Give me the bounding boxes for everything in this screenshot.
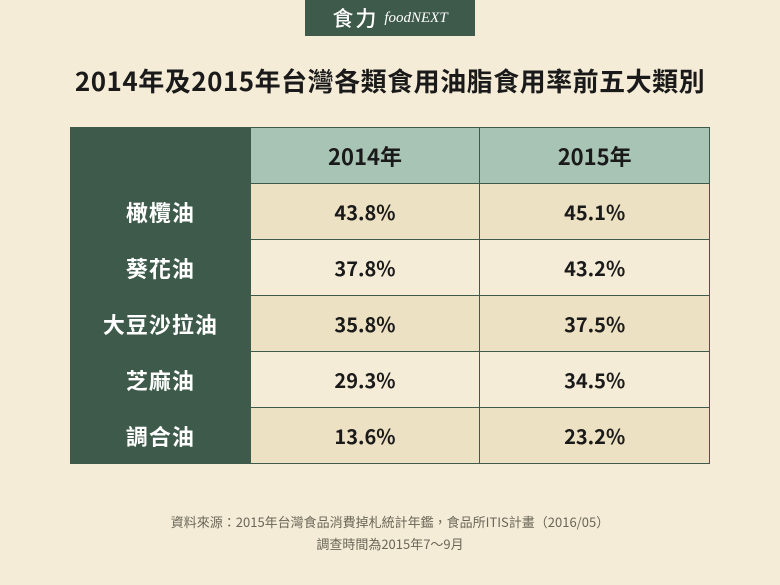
logo-en: foodNEXT	[384, 10, 447, 27]
row-label: 橄欖油	[71, 184, 251, 240]
cell-value: 35.8%	[250, 296, 480, 352]
footer: 資料來源：2015年台灣食品消費掉札統計年鑑，食品所ITIS計畫（2016/05…	[0, 511, 780, 555]
cell-value: 43.2%	[480, 240, 710, 296]
cell-value: 43.8%	[250, 184, 480, 240]
row-label: 芝麻油	[71, 352, 251, 408]
row-label: 葵花油	[71, 240, 251, 296]
row-label: 大豆沙拉油	[71, 296, 251, 352]
col-header-2015: 2015年	[480, 128, 710, 184]
table-row: 葵花油 37.8% 43.2%	[71, 240, 710, 296]
cell-value: 37.5%	[480, 296, 710, 352]
footer-source: 資料來源：2015年台灣食品消費掉札統計年鑑，食品所ITIS計畫（2016/05…	[0, 511, 780, 533]
table-row: 芝麻油 29.3% 34.5%	[71, 352, 710, 408]
cell-value: 45.1%	[480, 184, 710, 240]
logo-cn: 食力	[332, 3, 378, 33]
cell-value: 37.8%	[250, 240, 480, 296]
cell-value: 29.3%	[250, 352, 480, 408]
table-row: 大豆沙拉油 35.8% 37.5%	[71, 296, 710, 352]
data-table-wrap: 2014年 2015年 橄欖油 43.8% 45.1% 葵花油 37.8% 43…	[70, 127, 710, 464]
table-row: 調合油 13.6% 23.2%	[71, 408, 710, 464]
data-table: 2014年 2015年 橄欖油 43.8% 45.1% 葵花油 37.8% 43…	[70, 127, 710, 464]
table-corner-cell	[71, 128, 251, 184]
col-header-2014: 2014年	[250, 128, 480, 184]
cell-value: 13.6%	[250, 408, 480, 464]
footer-period: 調查時間為2015年7～9月	[0, 533, 780, 555]
cell-value: 23.2%	[480, 408, 710, 464]
logo-bar: 食力 foodNEXT	[305, 0, 475, 36]
cell-value: 34.5%	[480, 352, 710, 408]
page-title: 2014年及2015年台灣各類食用油脂食用率前五大類別	[0, 62, 780, 99]
row-label: 調合油	[71, 408, 251, 464]
table-row: 橄欖油 43.8% 45.1%	[71, 184, 710, 240]
